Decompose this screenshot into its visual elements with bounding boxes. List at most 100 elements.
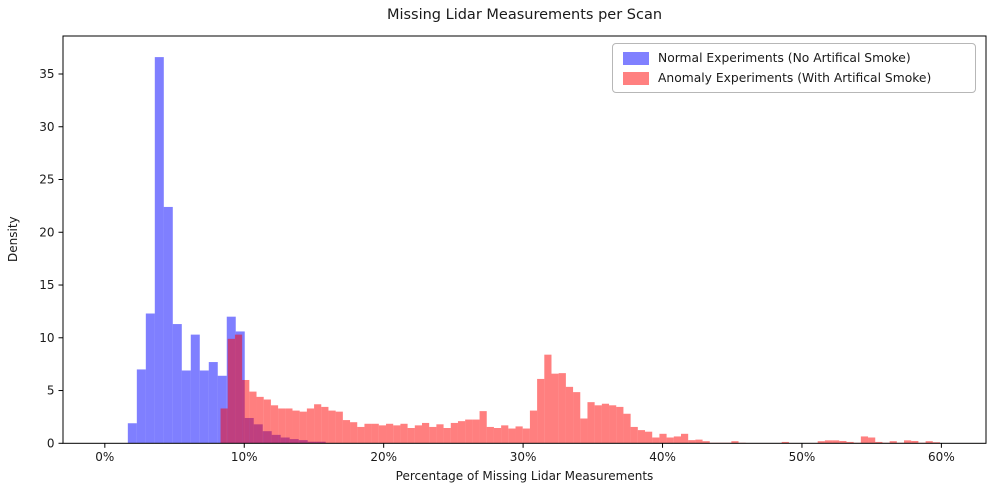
y-axis-tick-label: 20	[39, 225, 54, 239]
histogram-bar	[702, 441, 710, 444]
histogram-bar	[136, 369, 146, 444]
histogram-bar	[342, 420, 351, 444]
histogram-bar	[421, 422, 430, 444]
histogram-bar	[522, 428, 530, 444]
histogram-bar	[285, 408, 293, 444]
histogram-bar	[731, 441, 739, 444]
histogram-bar	[479, 411, 487, 444]
histogram-bar	[659, 433, 667, 444]
histogram-bar	[429, 426, 437, 444]
histogram-bar	[911, 440, 919, 444]
x-axis-tick-label: 20%	[370, 450, 397, 464]
x-axis-tick-label: 50%	[789, 450, 816, 464]
y-axis-tick-label: 0	[47, 437, 55, 451]
histogram-bar	[270, 405, 279, 444]
legend-label-normal: Normal Experiments (No Artifical Smoke)	[658, 51, 911, 65]
histogram-bar	[227, 338, 235, 444]
histogram-bar	[573, 392, 581, 444]
histogram-bar	[609, 405, 617, 444]
histogram-bar	[436, 424, 444, 444]
x-axis-label: Percentage of Missing Lidar Measurements	[395, 469, 654, 483]
histogram-bar	[486, 426, 494, 444]
histogram-bar	[299, 411, 307, 444]
legend-entry-anomaly: Anomaly Experiments (With Artifical Smok…	[623, 71, 965, 85]
histogram-bar	[680, 433, 689, 444]
y-axis-tick-label: 35	[39, 67, 54, 81]
histogram-bar	[537, 378, 545, 444]
histogram-bar	[551, 373, 559, 444]
histogram-bar	[249, 391, 257, 444]
histogram-bar	[932, 442, 940, 444]
histogram-bar	[630, 426, 638, 444]
histogram-bar	[601, 403, 610, 444]
histogram-bar	[364, 423, 372, 444]
histogram-bar	[278, 408, 286, 444]
histogram-bar	[378, 425, 387, 444]
histogram-bar	[544, 354, 552, 444]
histogram-bar	[925, 441, 933, 444]
histogram-bar	[263, 399, 271, 444]
histogram-bar	[314, 404, 322, 444]
legend: Normal Experiments (No Artifical Smoke) …	[612, 43, 976, 93]
legend-label-anomaly: Anomaly Experiments (With Artifical Smok…	[658, 71, 932, 85]
histogram-bar	[652, 437, 660, 444]
y-axis-tick-label: 15	[39, 278, 54, 292]
y-axis-tick-label: 5	[47, 384, 55, 398]
x-axis-tick-label: 10%	[231, 450, 258, 464]
histogram-bar	[400, 423, 408, 444]
histogram-bar	[832, 440, 840, 444]
histogram-bar	[565, 386, 574, 444]
histogram-bar	[508, 428, 516, 444]
histogram-bar	[824, 440, 833, 444]
histogram-bar	[673, 436, 681, 444]
chart-title: Missing Lidar Measurements per Scan	[386, 7, 663, 23]
histogram-bar	[414, 425, 422, 444]
histogram-bar	[529, 410, 538, 444]
x-axis-tick-label: 60%	[928, 450, 955, 464]
histogram-bar	[350, 422, 358, 444]
histogram-bar	[817, 441, 825, 444]
histogram-bar	[637, 430, 646, 444]
histogram-bar	[868, 437, 876, 444]
y-axis-tick-label: 30	[39, 120, 54, 134]
legend-swatch-anomaly-icon	[623, 71, 649, 85]
legend-swatch-normal-icon	[623, 51, 649, 65]
histogram-bar	[145, 313, 155, 444]
histogram-bar	[875, 441, 883, 444]
histogram-bar	[645, 431, 653, 444]
histogram-bar	[781, 441, 789, 444]
histogram-bar	[386, 423, 394, 444]
histogram-bar	[242, 379, 250, 444]
histogram-bar	[515, 426, 523, 444]
histogram-bar	[181, 370, 191, 444]
y-axis-label: Density	[6, 216, 20, 263]
histogram-bar	[904, 440, 912, 444]
histogram-bar	[163, 206, 173, 444]
x-axis-tick-label: 40%	[649, 450, 676, 464]
histogram-bar	[860, 436, 869, 444]
histogram-bar	[623, 413, 631, 444]
histogram-bar	[594, 405, 602, 444]
histogram-bar	[450, 422, 458, 444]
histogram-bar	[234, 334, 243, 444]
histogram-bar	[695, 439, 703, 444]
histogram-bar	[616, 406, 624, 444]
histogram-bar	[371, 423, 379, 444]
histogram-bar	[357, 426, 365, 444]
histogram-bar	[457, 421, 466, 444]
y-axis-tick-label: 25	[39, 173, 54, 187]
y-axis-tick-label: 10	[39, 331, 54, 345]
histogram-bar	[501, 425, 509, 444]
histogram-bar	[493, 428, 502, 444]
histogram-bar	[393, 425, 401, 444]
histogram-bar	[407, 428, 415, 444]
histogram-bar	[443, 428, 451, 444]
histogram-bar	[465, 419, 473, 444]
histogram-bar	[846, 441, 854, 444]
x-axis-tick-label: 30%	[510, 450, 537, 464]
histogram-bar	[127, 423, 137, 444]
axes-spines	[62, 35, 987, 444]
legend-entry-normal: Normal Experiments (No Artifical Smoke)	[623, 51, 965, 65]
